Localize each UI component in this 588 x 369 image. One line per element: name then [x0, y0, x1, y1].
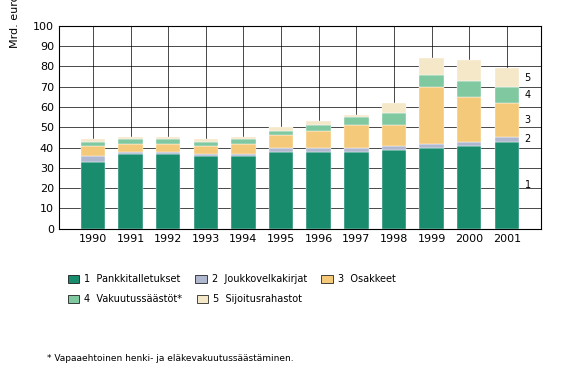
Bar — [193, 156, 218, 229]
Text: 1: 1 — [524, 180, 531, 190]
Bar — [457, 141, 482, 145]
Bar — [231, 154, 256, 156]
Bar — [156, 152, 181, 154]
Legend: 4  Vakuutussäästöt*, 5  Sijoitusrahastot: 4 Vakuutussäästöt*, 5 Sijoitusrahastot — [64, 290, 306, 308]
Bar — [457, 145, 482, 229]
Bar — [344, 148, 369, 152]
Bar — [495, 69, 519, 87]
Bar — [382, 150, 406, 229]
Bar — [382, 125, 406, 145]
Bar — [344, 115, 369, 117]
Bar — [382, 146, 406, 150]
Text: 2: 2 — [524, 134, 531, 145]
Bar — [457, 80, 482, 97]
Text: 3: 3 — [524, 115, 531, 125]
Text: 4: 4 — [524, 90, 531, 100]
Bar — [382, 103, 406, 113]
Bar — [156, 154, 181, 229]
Bar — [156, 137, 181, 139]
Bar — [193, 139, 218, 142]
Bar — [193, 141, 218, 145]
Bar — [495, 138, 519, 142]
Bar — [269, 127, 293, 131]
Bar — [81, 162, 105, 229]
Bar — [156, 144, 181, 152]
Bar — [495, 142, 519, 229]
Bar — [419, 75, 444, 87]
Bar — [419, 87, 444, 144]
Bar — [269, 135, 293, 148]
Bar — [231, 137, 256, 139]
Bar — [118, 139, 143, 144]
Bar — [118, 152, 143, 154]
Bar — [118, 144, 143, 152]
Bar — [269, 131, 293, 135]
Bar — [344, 152, 369, 229]
Bar — [457, 60, 482, 80]
Bar — [81, 139, 105, 142]
Bar — [306, 148, 331, 152]
Bar — [231, 156, 256, 229]
Bar — [495, 103, 519, 137]
Bar — [231, 139, 256, 144]
Text: 5: 5 — [524, 73, 531, 83]
Bar — [306, 121, 331, 125]
Bar — [306, 131, 331, 148]
Bar — [118, 137, 143, 139]
Bar — [419, 58, 444, 75]
Bar — [495, 87, 519, 103]
Bar — [457, 97, 482, 142]
Bar — [156, 139, 181, 144]
Bar — [419, 144, 444, 148]
Text: * Vapaaehtoinen henki- ja eläkevakuutussäästäminen.: * Vapaaehtoinen henki- ja eläkevakuutuss… — [47, 355, 293, 363]
Bar — [81, 156, 105, 162]
Bar — [382, 113, 406, 125]
Bar — [344, 117, 369, 125]
Bar — [193, 146, 218, 154]
Bar — [269, 148, 293, 152]
Bar — [419, 148, 444, 229]
Bar — [306, 152, 331, 229]
Bar — [231, 144, 256, 154]
Y-axis label: Mrd. euroa: Mrd. euroa — [10, 0, 20, 48]
Bar — [81, 141, 105, 145]
Bar — [306, 125, 331, 131]
Bar — [269, 152, 293, 229]
Bar — [344, 125, 369, 148]
Bar — [193, 154, 218, 156]
Bar — [81, 146, 105, 156]
Bar — [118, 154, 143, 229]
